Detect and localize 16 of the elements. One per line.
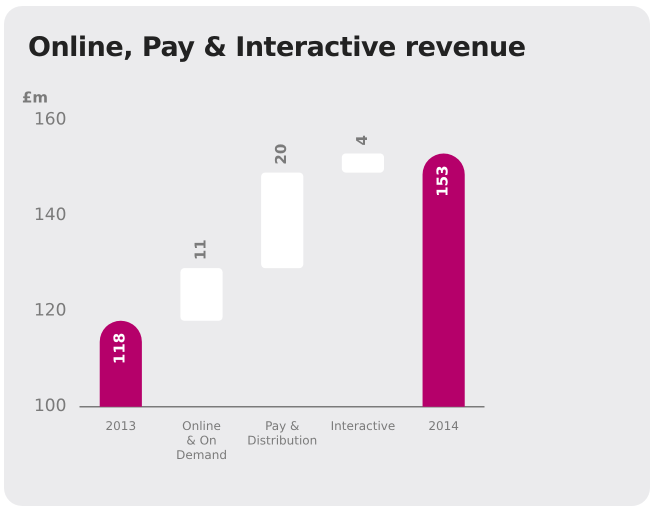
y-tick-label: 100 (34, 396, 66, 416)
data-label: 20 (272, 144, 290, 165)
data-label: 153 (434, 165, 452, 197)
data-label: 11 (191, 239, 210, 260)
x-tick-label: Pay & Distribution (247, 419, 318, 448)
y-axis-title: £m (22, 88, 48, 106)
chart-title: Online, Pay & Interactive revenue (28, 32, 526, 63)
x-tick-label: 2013 (106, 419, 136, 434)
y-tick-label: 120 (34, 300, 66, 321)
data-label: 4 (352, 135, 371, 146)
y-tick-label: 140 (34, 205, 66, 226)
y-tick-label: 160 (34, 109, 66, 130)
x-tick-label: Interactive (330, 419, 396, 434)
x-tick-label: Online & On Demand (176, 419, 227, 462)
x-tick-label: 2014 (428, 419, 459, 434)
data-label: 118 (110, 332, 129, 364)
